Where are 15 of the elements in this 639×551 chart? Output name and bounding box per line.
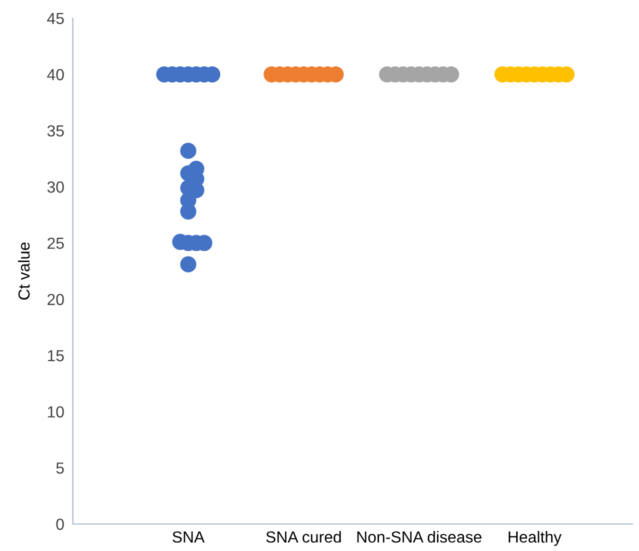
y-tick-label: 30 — [47, 181, 64, 193]
x-tick-label: Healthy — [508, 530, 562, 546]
y-tick-label: 10 — [48, 406, 64, 418]
y-tick-label: 25 — [48, 238, 64, 249]
x-tick-label: SNA cured — [266, 530, 341, 543]
y-tick-label: 20 — [48, 294, 64, 306]
y-tick-label: 5 — [56, 462, 64, 474]
y-tick-label: 0 — [56, 518, 64, 530]
x-tick-label: Non-SNA disease — [357, 530, 482, 543]
y-tick-label: 15 — [48, 350, 64, 362]
x-tick-label: SNA — [172, 531, 205, 543]
y-tick-label: 40 — [47, 69, 64, 80]
y-tick-label: 45 — [47, 12, 64, 24]
y-axis-title: Ct value — [18, 242, 30, 300]
y-tick-label: 35 — [47, 125, 64, 137]
